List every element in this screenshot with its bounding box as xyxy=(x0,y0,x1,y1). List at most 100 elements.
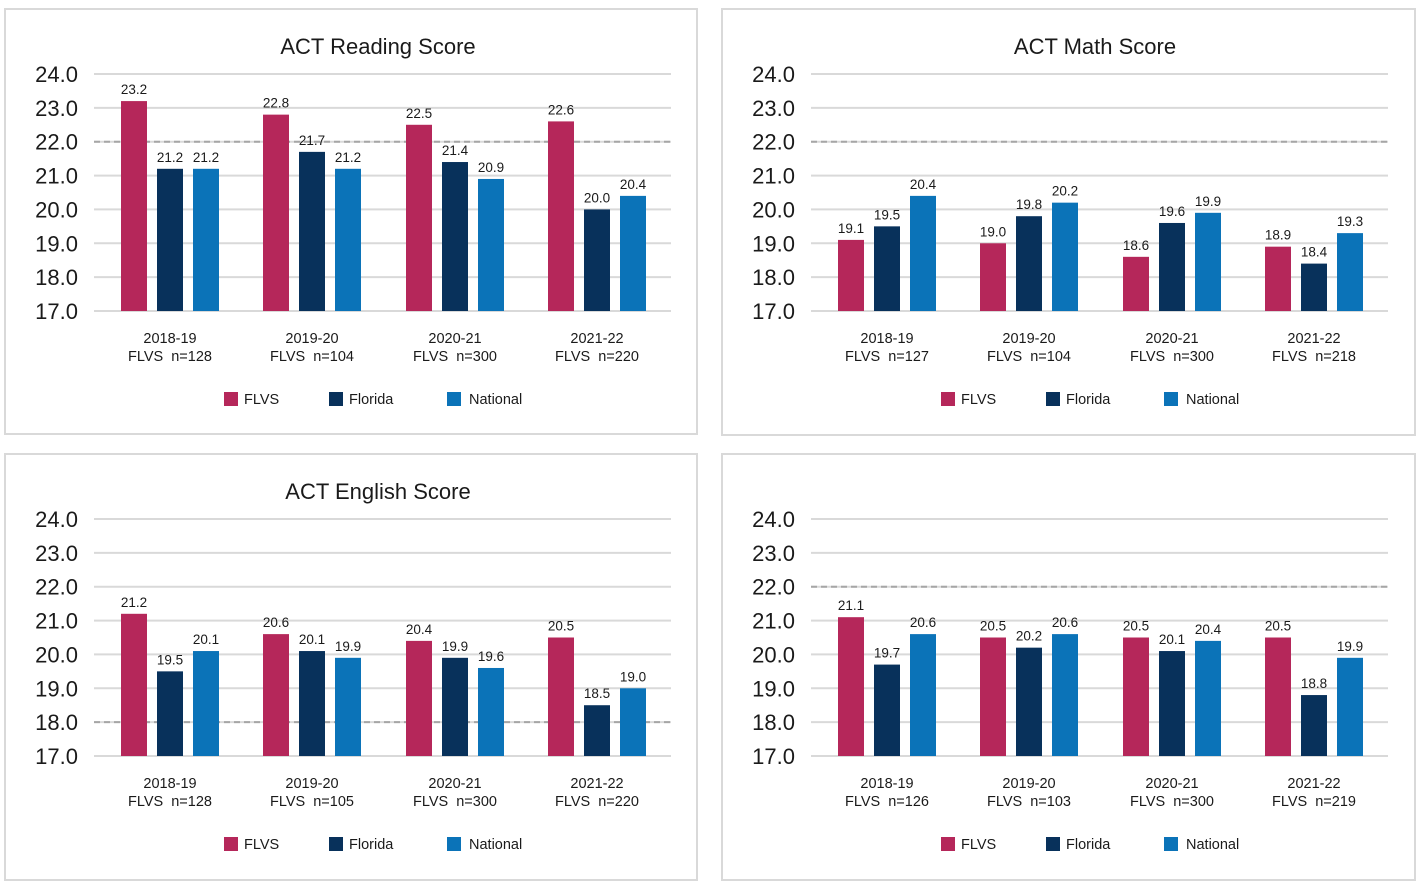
legend-swatch-florida xyxy=(329,837,343,851)
bar-florida-2020-21 xyxy=(1159,222,1185,311)
x-tick-sample-size: FLVS n=300 xyxy=(413,794,497,810)
bar-florida-2019-20 xyxy=(1016,647,1042,756)
act-untitled-chart: 24.0 23.0 22.0 21.0 20.0 19.0 18.0 17.0 21.1 19.7… xyxy=(752,507,1388,853)
data-label: 19.9 xyxy=(442,639,468,654)
y-tick-label: 18.0 xyxy=(752,710,795,735)
bar-florida-2021-22 xyxy=(584,209,610,311)
data-label: 20.4 xyxy=(910,177,937,192)
y-tick-label: 22.0 xyxy=(35,130,78,155)
x-tick-label: 2019-20 xyxy=(1002,776,1055,792)
bar-national-2020-21 xyxy=(478,178,504,311)
x-tick-sample-size: FLVS n=105 xyxy=(270,794,354,810)
x-tick-label: 2019-20 xyxy=(285,331,338,347)
y-tick-label: 20.0 xyxy=(35,197,78,222)
act-english-chart-panel: ACT English Score 24.0 23.0 22.0 21.0 20.0 19.… xyxy=(4,453,698,881)
x-tick-label: 2020-21 xyxy=(1145,331,1198,347)
y-tick-label: 19.0 xyxy=(35,676,78,701)
bar-florida-2018-19 xyxy=(874,226,900,311)
data-label: 19.9 xyxy=(1337,639,1363,654)
data-label: 19.1 xyxy=(838,221,864,236)
data-label: 19.9 xyxy=(335,639,361,654)
bar-florida-2018-19 xyxy=(157,168,183,311)
bar-flvs-2019-20 xyxy=(263,114,289,311)
bar-florida-2020-21 xyxy=(1159,651,1185,756)
y-tick-label: 22.0 xyxy=(752,575,795,600)
x-tick-sample-size: FLVS n=127 xyxy=(845,349,929,365)
legend-label-flvs: FLVS xyxy=(244,837,279,853)
bar-flvs-2019-20 xyxy=(980,637,1006,756)
legend-swatch-national xyxy=(1164,392,1178,406)
bar-florida-2020-21 xyxy=(442,657,468,756)
y-tick-label: 24.0 xyxy=(35,62,78,87)
data-label: 21.2 xyxy=(193,150,219,165)
bar-national-2018-19 xyxy=(193,651,219,756)
legend-swatch-flvs xyxy=(224,837,238,851)
data-label: 20.6 xyxy=(910,615,936,630)
y-tick-label: 21.0 xyxy=(35,609,78,634)
legend-label-flvs: FLVS xyxy=(244,392,279,408)
y-tick-label: 21.0 xyxy=(752,609,795,634)
data-label: 20.4 xyxy=(620,177,647,192)
data-label: 21.2 xyxy=(157,150,183,165)
x-tick-sample-size: FLVS n=300 xyxy=(413,349,497,365)
bar-national-2018-19 xyxy=(910,634,936,756)
act-untitled-chart-panel: 24.0 23.0 22.0 21.0 20.0 19.0 18.0 17.0 21.1 19.7… xyxy=(721,453,1416,881)
x-tick-label: 2021-22 xyxy=(570,776,623,792)
legend-swatch-flvs xyxy=(941,392,955,406)
data-label: 18.8 xyxy=(1301,676,1327,691)
legend-swatch-florida xyxy=(329,392,343,406)
data-label: 20.1 xyxy=(299,632,325,647)
x-tick-label: 2019-20 xyxy=(1002,331,1055,347)
y-tick-label: 19.0 xyxy=(35,231,78,256)
data-label: 21.2 xyxy=(335,150,361,165)
y-tick-label: 17.0 xyxy=(35,299,78,324)
x-tick-sample-size: FLVS n=104 xyxy=(987,349,1071,365)
x-tick-label: 2021-22 xyxy=(1287,776,1340,792)
data-label: 20.2 xyxy=(1016,629,1042,644)
y-tick-label: 20.0 xyxy=(752,197,795,222)
bar-flvs-2021-22 xyxy=(1265,637,1291,756)
bar-national-2019-20 xyxy=(1052,202,1078,311)
data-label: 20.1 xyxy=(193,632,219,647)
bar-flvs-2020-21 xyxy=(406,124,432,312)
bar-florida-2021-22 xyxy=(1301,263,1327,311)
y-tick-label: 23.0 xyxy=(35,96,78,121)
bar-national-2020-21 xyxy=(478,667,504,756)
bar-flvs-2020-21 xyxy=(406,640,432,756)
y-tick-label: 24.0 xyxy=(752,507,795,532)
data-label: 19.9 xyxy=(1195,194,1221,209)
bar-flvs-2019-20 xyxy=(263,634,289,756)
bar-florida-2021-22 xyxy=(1301,695,1327,756)
bar-florida-2018-19 xyxy=(157,671,183,756)
legend-label-flvs: FLVS xyxy=(961,392,996,408)
act-reading-chart-panel: ACT Reading Score 24.0 23.0 22.0 21.0 20.0 19.… xyxy=(4,8,698,435)
legend-swatch-flvs xyxy=(224,392,238,406)
bar-flvs-2020-21 xyxy=(1123,256,1149,311)
act-math-chart-panel: ACT Math Score 24.0 23.0 22.0 21.0 20.0 19.0 18… xyxy=(721,8,1416,436)
x-tick-label: 2018-19 xyxy=(860,776,913,792)
data-label: 21.4 xyxy=(442,143,469,158)
chart-title: ACT English Score xyxy=(285,479,470,504)
x-tick-label: 2018-19 xyxy=(143,776,196,792)
x-tick-label: 2021-22 xyxy=(570,331,623,347)
x-tick-sample-size: FLVS n=300 xyxy=(1130,794,1214,810)
data-label: 20.1 xyxy=(1159,632,1185,647)
data-label: 19.0 xyxy=(620,669,646,684)
data-label: 20.5 xyxy=(548,619,574,634)
chart-title: ACT Reading Score xyxy=(280,34,475,59)
legend-swatch-national xyxy=(1164,837,1178,851)
y-tick-label: 19.0 xyxy=(752,676,795,701)
y-tick-label: 21.0 xyxy=(35,164,78,189)
data-label: 23.2 xyxy=(121,82,147,97)
x-tick-sample-size: FLVS n=219 xyxy=(1272,794,1356,810)
legend-swatch-national xyxy=(447,837,461,851)
x-tick-sample-size: FLVS n=220 xyxy=(555,794,639,810)
data-label: 21.7 xyxy=(299,133,325,148)
bar-flvs-2021-22 xyxy=(548,121,574,312)
x-tick-sample-size: FLVS n=128 xyxy=(128,794,212,810)
y-tick-label: 23.0 xyxy=(752,96,795,121)
x-tick-sample-size: FLVS n=103 xyxy=(987,794,1071,810)
act-math-chart: ACT Math Score 24.0 23.0 22.0 21.0 20.0 19.0 18… xyxy=(752,34,1388,408)
y-tick-label: 22.0 xyxy=(35,575,78,600)
y-tick-label: 18.0 xyxy=(752,265,795,290)
